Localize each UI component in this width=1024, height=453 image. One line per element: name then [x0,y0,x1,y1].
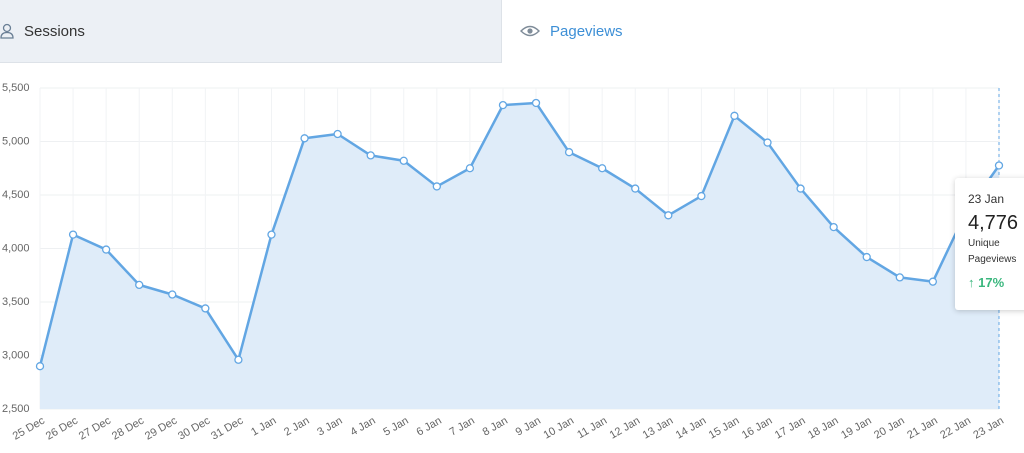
point [664,211,673,220]
point [366,151,375,160]
point [796,184,805,193]
x-tick-label: 17 Jan [773,415,808,442]
x-tick-label: 10 Jan [541,415,576,442]
y-tick-label: 2,500 [2,403,30,415]
point [399,156,408,165]
point [564,148,574,157]
point [201,304,210,313]
point [697,191,706,201]
x-tick-label: 1 Jan [249,415,278,439]
point [862,252,871,262]
x-tick-label: 21 Jan [905,415,940,442]
x-tick-label: 15 Jan [707,415,742,442]
point [498,100,508,110]
point [168,290,177,299]
point [101,245,111,254]
y-tick-label: 3,000 [2,349,30,361]
x-tick-label: 14 Jan [674,415,709,442]
point [68,230,78,239]
tooltip-change: ↑ 17% [968,275,1005,290]
point [598,164,607,173]
point [994,161,1004,170]
x-tick-label: 29 Dec [143,414,180,442]
x-tick-label: 23 Jan [971,415,1006,442]
point [432,182,441,191]
x-tick-label: 19 Jan [839,415,874,442]
point [928,277,938,286]
x-tick-label: 2 Jan [282,415,311,439]
x-tick-label: 31 Dec [209,414,246,442]
point [267,230,276,239]
eye-icon [520,25,540,37]
area [40,102,999,409]
y-tick-label: 4,500 [2,189,30,201]
point [895,273,904,282]
x-tick-label: 8 Jan [481,415,510,439]
point [333,129,342,139]
x-tick-label: 22 Jan [938,415,973,442]
x-tick-label: 25 Dec [11,414,48,442]
tab-label: Sessions [24,22,85,40]
point [531,98,541,108]
y-tick-label: 5,500 [2,82,30,94]
change-value: 17% [978,275,1005,290]
line [38,101,1001,367]
sessions-tab[interactable]: Sessions [0,0,502,63]
point [465,164,475,173]
x-tick-label: 5 Jan [381,415,410,439]
y-tick-label: 3,500 [2,296,30,308]
y-tick-label: 5,000 [2,135,30,147]
x-tick-label: 6 Jan [414,415,443,439]
x-tick-label: 12 Jan [608,415,643,442]
user-icon [0,23,14,39]
x-tick-label: 4 Jan [348,415,377,439]
point [631,184,640,193]
point [829,222,838,232]
point [135,280,144,290]
point [35,362,45,371]
point [763,138,772,147]
pageviews-tab[interactable]: Pageviews [520,0,623,62]
x-tick-label: 30 Dec [176,414,213,442]
tooltip-label: Unique [968,238,1000,249]
x-tick-label: 27 Dec [77,414,114,442]
x-tick-label: 13 Jan [641,415,676,442]
tooltip: 23 Jan 4,776 Unique Pageviews ↑ 17% [955,178,1024,310]
x-tick-label: 18 Jan [806,415,841,442]
x-tick-label: 20 Jan [872,415,907,442]
tab-label: Pageviews [550,22,623,40]
x-tick-label: 7 Jan [448,415,477,439]
tooltip-date: 23 Jan [968,192,1005,206]
tooltip-label: Pageviews [968,254,1017,265]
y-tick-label: 4,000 [2,242,30,254]
x-tick-label: 9 Jan [514,415,543,439]
x-tick-label: 28 Dec [110,414,147,442]
x-tick-label: 3 Jan [315,415,344,439]
tooltip-value: 4,776 [968,212,1019,234]
point [730,111,739,120]
x-tick-label: 16 Jan [740,415,775,442]
point [300,134,309,143]
x-tick-label: 26 Dec [44,414,81,442]
x-tick-label: 11 Jan [575,415,609,442]
point [234,355,243,364]
